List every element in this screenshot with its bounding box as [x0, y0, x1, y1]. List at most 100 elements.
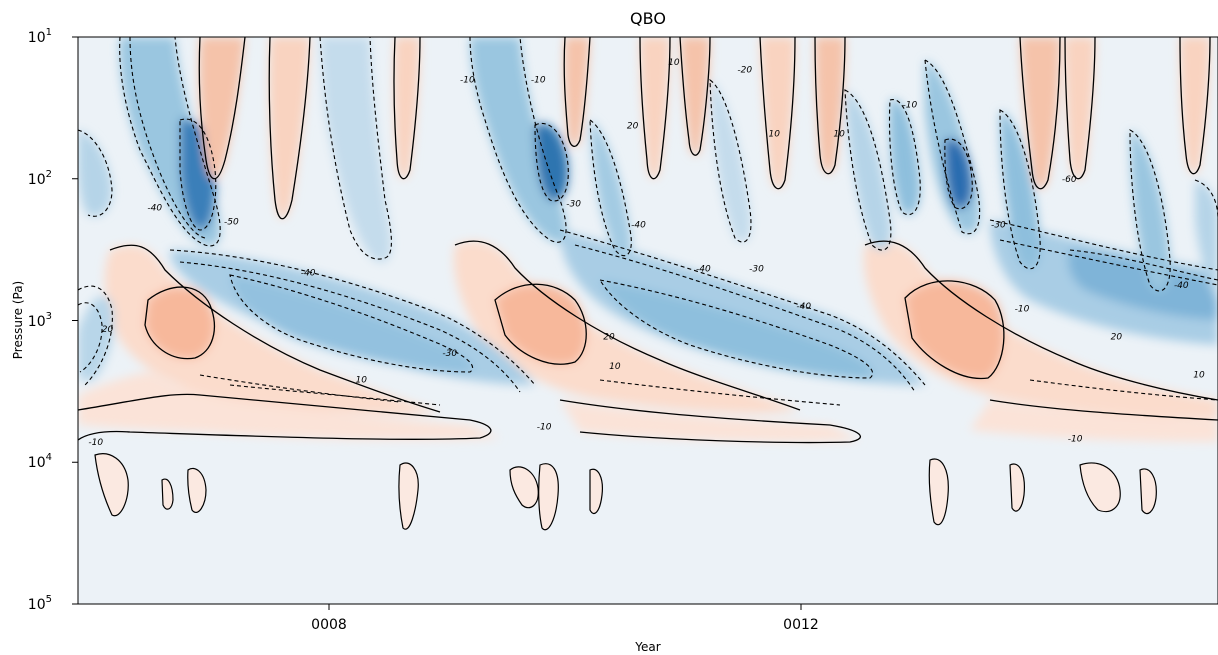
contour-label: 10 — [768, 130, 780, 140]
contour-fill-upper-pos-c — [393, 37, 420, 179]
contour-line — [393, 37, 421, 180]
contour-label: -40 — [1174, 281, 1189, 291]
contour-line — [559, 399, 862, 444]
blob — [94, 453, 129, 517]
contour-line-dashed — [229, 384, 441, 406]
filled-contours — [78, 37, 1218, 442]
contour-line-dashed — [199, 374, 401, 403]
contour-label: 10 — [1193, 370, 1205, 380]
blob — [187, 467, 207, 513]
contour-label: -40 — [147, 204, 162, 214]
contour-label: -60 — [1062, 175, 1077, 185]
solid-contour-lines — [78, 37, 1218, 444]
blob — [398, 462, 419, 530]
contour-line-dashed — [319, 37, 392, 260]
contour-line-dashed — [229, 274, 473, 373]
contour-label: -40 — [796, 302, 811, 312]
contour-label: -40 — [696, 265, 711, 275]
contour-line — [78, 393, 492, 441]
contour-label: -30 — [749, 265, 764, 275]
contour-line — [904, 280, 1005, 380]
contour-label: -10 — [537, 423, 552, 433]
blob — [589, 468, 603, 515]
contour-labels: 20 10 -10 -30 -40 -50 -40 -10 -10 20 -40 -30 20 10 -10… — [88, 58, 1205, 448]
contour-fill-upper-pos-k — [1180, 37, 1210, 174]
contour-line-dashed — [169, 249, 536, 386]
contour-line-dashed — [1069, 249, 1218, 281]
contour-label: 20 — [627, 121, 639, 131]
contour-line — [454, 240, 801, 411]
contour-label: -10 — [531, 76, 546, 86]
contour-line — [268, 37, 311, 220]
contour-fill-pos-1 — [104, 245, 440, 415]
contour-label: -30 — [442, 349, 457, 359]
contour-fill-upper-neg-g — [845, 90, 891, 251]
contour-fill-pos-core-2 — [495, 284, 587, 365]
contour-label: -10 — [1068, 435, 1083, 445]
contour-line-dashed — [999, 239, 1218, 286]
chart-title: QBO — [630, 9, 666, 28]
blob — [538, 463, 559, 531]
contour-line — [144, 286, 215, 360]
contour-fill-upper-pos-b — [269, 37, 310, 219]
contour-line — [198, 37, 246, 180]
contour-line-dashed — [999, 109, 1041, 270]
contour-label: 10 — [355, 375, 367, 385]
contour-fill-upper-neg-d — [470, 37, 567, 243]
y-tick-label: 101 — [28, 27, 52, 46]
contour-line-dashed — [944, 138, 973, 210]
blob — [1079, 462, 1121, 513]
contour-line-dashed — [888, 99, 921, 216]
contour-fill-upper-neg-e — [590, 120, 632, 256]
contour-fill-pos-lower-1 — [78, 372, 500, 440]
contour-fill-upper-pos-a — [199, 37, 245, 179]
contour-fill-upper-neg-d-core — [535, 123, 569, 201]
contour-fill-neg-band-1 — [78, 296, 115, 382]
contour-label: 10 — [609, 362, 621, 372]
contour-fill-upper-neg-c — [320, 37, 392, 263]
contour-label: 10 — [668, 58, 680, 68]
contour-label: -40 — [631, 220, 646, 230]
contour-label: -50 — [224, 217, 239, 227]
contour-line-dashed — [844, 89, 892, 251]
contour-fill-upper-pos-d — [564, 37, 590, 147]
contour-label: -10 — [1015, 304, 1030, 314]
contour-line-dashed — [534, 122, 569, 202]
x-axis-title: Year — [634, 640, 660, 654]
contour-line — [563, 37, 591, 147]
contour-line-dashed — [574, 244, 916, 393]
blob — [509, 466, 539, 509]
contour-line-dashed — [129, 37, 206, 239]
contour-fill-upper-neg-j — [1000, 110, 1041, 269]
contour-line — [639, 37, 671, 180]
contour-line — [1179, 37, 1211, 175]
contour-fill-pos-core-3 — [905, 280, 1004, 379]
contour-fill-upper-neg-l — [1195, 180, 1218, 300]
contour-label: -30 — [991, 220, 1006, 230]
contour-label: -20 — [737, 66, 752, 76]
blob — [161, 478, 174, 510]
contour-line-dashed — [1129, 129, 1171, 292]
contour-line-dashed — [709, 78, 752, 243]
contour-label: 20 — [102, 325, 114, 335]
contour-line-dashed — [1029, 379, 1218, 401]
y-axis: 101 102 103 104 105 Pressure (Pa) — [11, 27, 78, 613]
x-axis: 0008 0012 Year — [311, 604, 819, 654]
contour-line-dashed — [78, 285, 113, 386]
contour-line — [759, 37, 796, 190]
contour-label: -10 — [88, 438, 103, 448]
contour-fill-pos-3 — [863, 241, 1218, 418]
contour-fill-upper-neg-i-core — [944, 139, 973, 209]
y-axis-title: Pressure (Pa) — [11, 281, 25, 359]
y-tick-label: 103 — [28, 311, 52, 330]
contour-fill-pos-core-1 — [145, 287, 215, 359]
x-tick-label: 0008 — [311, 617, 347, 633]
contour-label: 10 — [833, 130, 845, 140]
contour-line-dashed — [78, 129, 113, 217]
contour-line — [814, 37, 846, 175]
contour-line-dashed — [598, 279, 873, 379]
contour-line — [1019, 37, 1061, 190]
contour-fill-upper-neg-b — [78, 130, 112, 217]
plot-area: 20 10 -10 -30 -40 -50 -40 -10 -10 20 -40 -30 20 10 -10… — [78, 37, 1218, 604]
